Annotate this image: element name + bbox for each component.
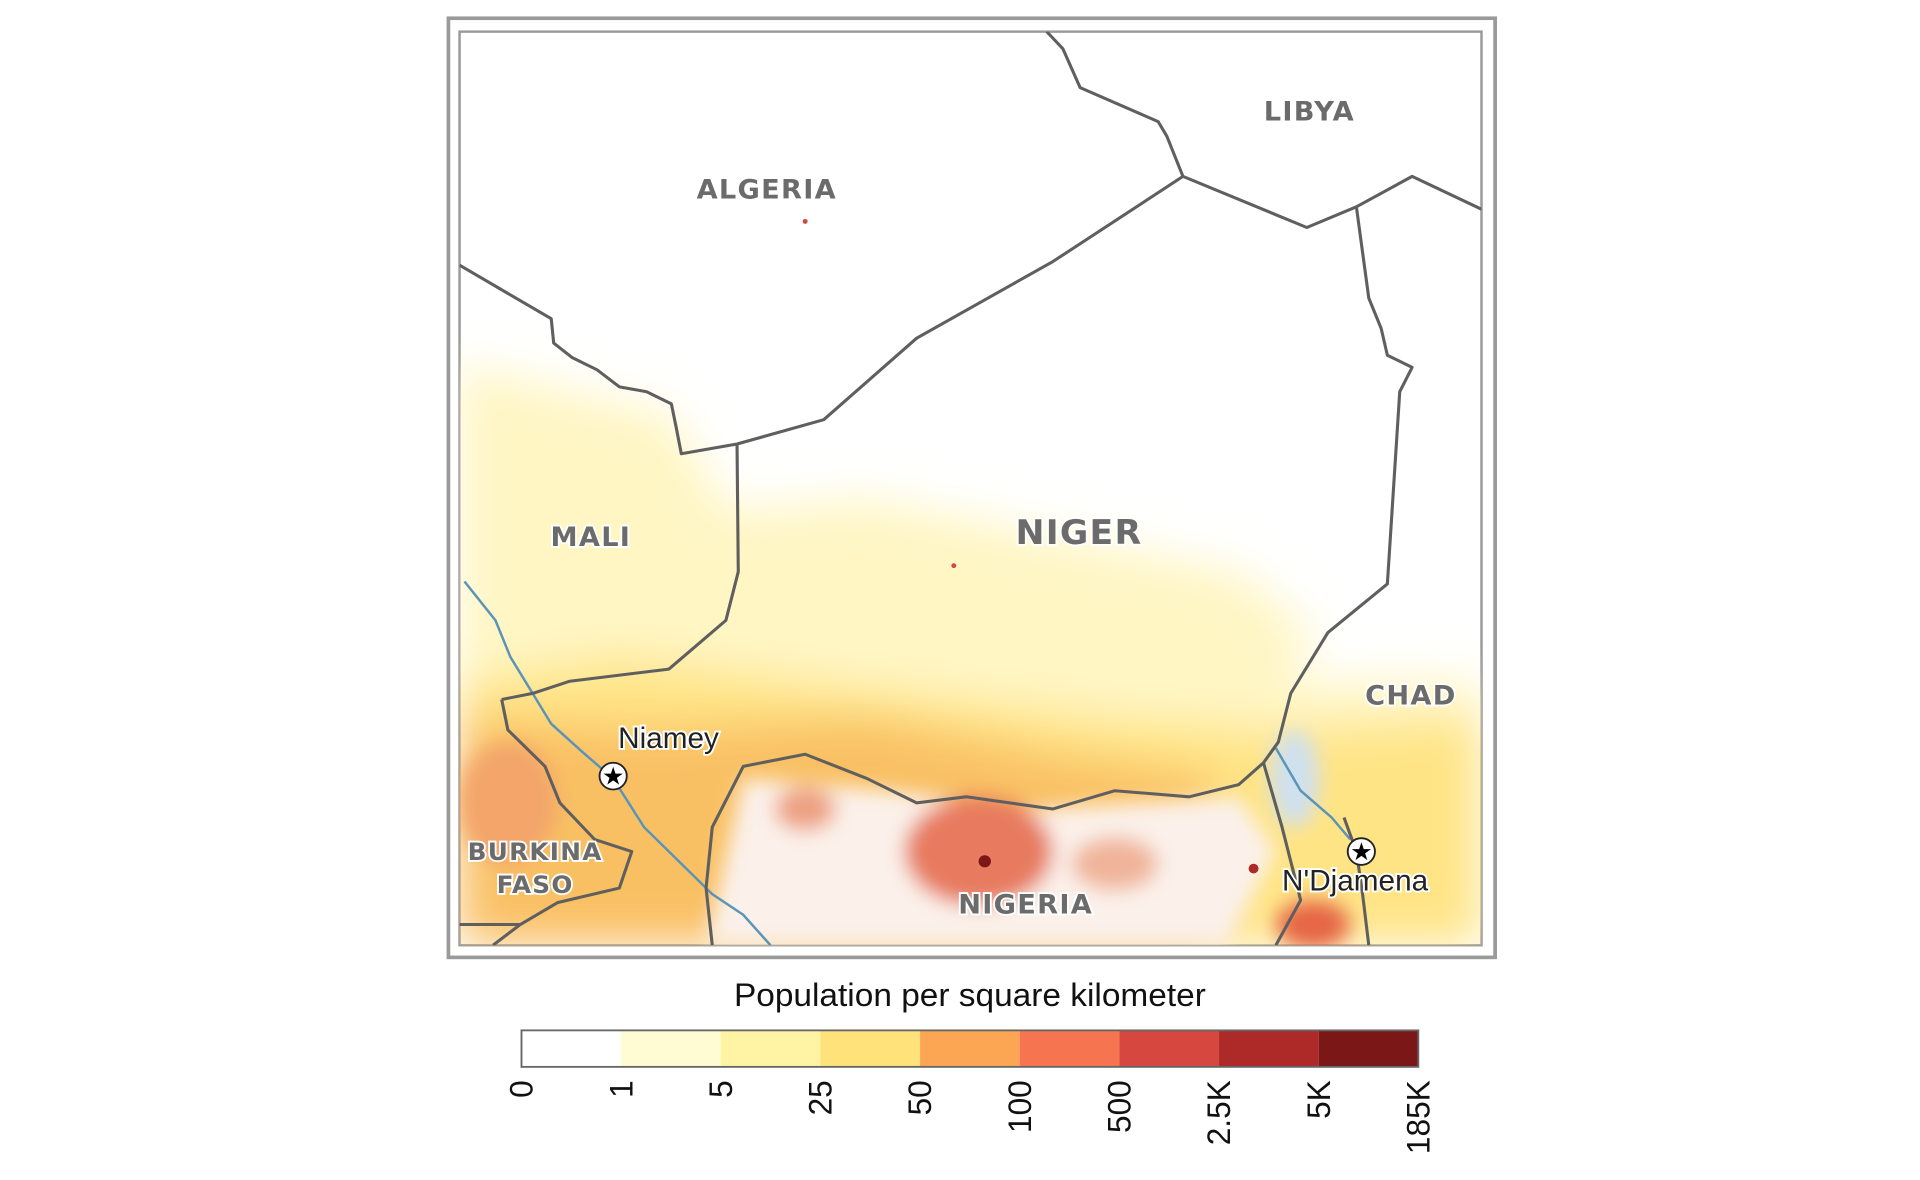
- legend-tick-label: 25: [802, 1080, 838, 1115]
- legend-tick-label: 50: [902, 1080, 938, 1115]
- chari-river: [1274, 747, 1352, 841]
- border: [704, 752, 1265, 946]
- niger-river: [463, 580, 772, 946]
- legend-tick-label: 100: [1002, 1080, 1038, 1133]
- border: [1262, 206, 1414, 764]
- legend-tick-label: 5K: [1301, 1080, 1337, 1119]
- legend-swatch: [621, 1030, 721, 1067]
- burkina-cluster: [459, 742, 558, 864]
- country-label: CHAD: [1365, 681, 1456, 712]
- legend-tick-label: 500: [1101, 1080, 1137, 1133]
- legend-swatch: [920, 1030, 1020, 1067]
- city-label: N'Djamena: [1282, 865, 1429, 898]
- legend-tick-label: 185K: [1400, 1080, 1436, 1154]
- border: [501, 444, 740, 701]
- country-label: MALI: [551, 522, 632, 553]
- capital-marker: [598, 761, 628, 791]
- country-label: NIGERIA: [958, 890, 1093, 921]
- legend-swatch: [1119, 1030, 1220, 1067]
- legend-swatch: [521, 1030, 622, 1067]
- legend-swatch: [1219, 1030, 1319, 1067]
- legend-swatch: [820, 1030, 921, 1067]
- country-label: FASO: [497, 870, 574, 899]
- legend-tick-label: 1: [603, 1080, 639, 1098]
- legend-tick-label: 0: [503, 1080, 539, 1098]
- border: [459, 699, 634, 946]
- legend-swatch: [1318, 1030, 1419, 1067]
- legend-outline: [520, 1029, 1420, 1068]
- kano-cluster: [904, 796, 1053, 907]
- capital-star: ★: [1350, 839, 1372, 866]
- country-label: LIBYA: [1264, 97, 1355, 128]
- legend-title: Population per square kilometer: [734, 977, 1206, 1014]
- kano-dot: [978, 855, 991, 868]
- country-label: NIGER: [1015, 513, 1142, 553]
- legend-swatch: [720, 1030, 821, 1067]
- capital-star: ★: [602, 764, 624, 791]
- legend-swatch: [1019, 1030, 1120, 1067]
- density-layer: [459, 31, 1482, 946]
- city-label: Niamey: [618, 722, 719, 755]
- town-dot: [802, 218, 808, 224]
- capital-marker: [1346, 837, 1376, 866]
- town-dot: [951, 563, 957, 569]
- legend-tick-label: 5: [703, 1080, 739, 1098]
- sokoto-cluster: [774, 787, 837, 831]
- legend: 0 1 5 25 50 100 500 2.5K 5K 185K: [503, 1029, 1437, 1154]
- country-label: ALGERIA: [697, 175, 837, 206]
- border: [459, 31, 1185, 456]
- maiduguri-dot: [1248, 863, 1259, 874]
- east-cluster: [1071, 836, 1159, 891]
- country-label: BURKINA: [468, 837, 603, 866]
- legend-tick-label: 2.5K: [1201, 1080, 1237, 1145]
- border: [1261, 762, 1371, 946]
